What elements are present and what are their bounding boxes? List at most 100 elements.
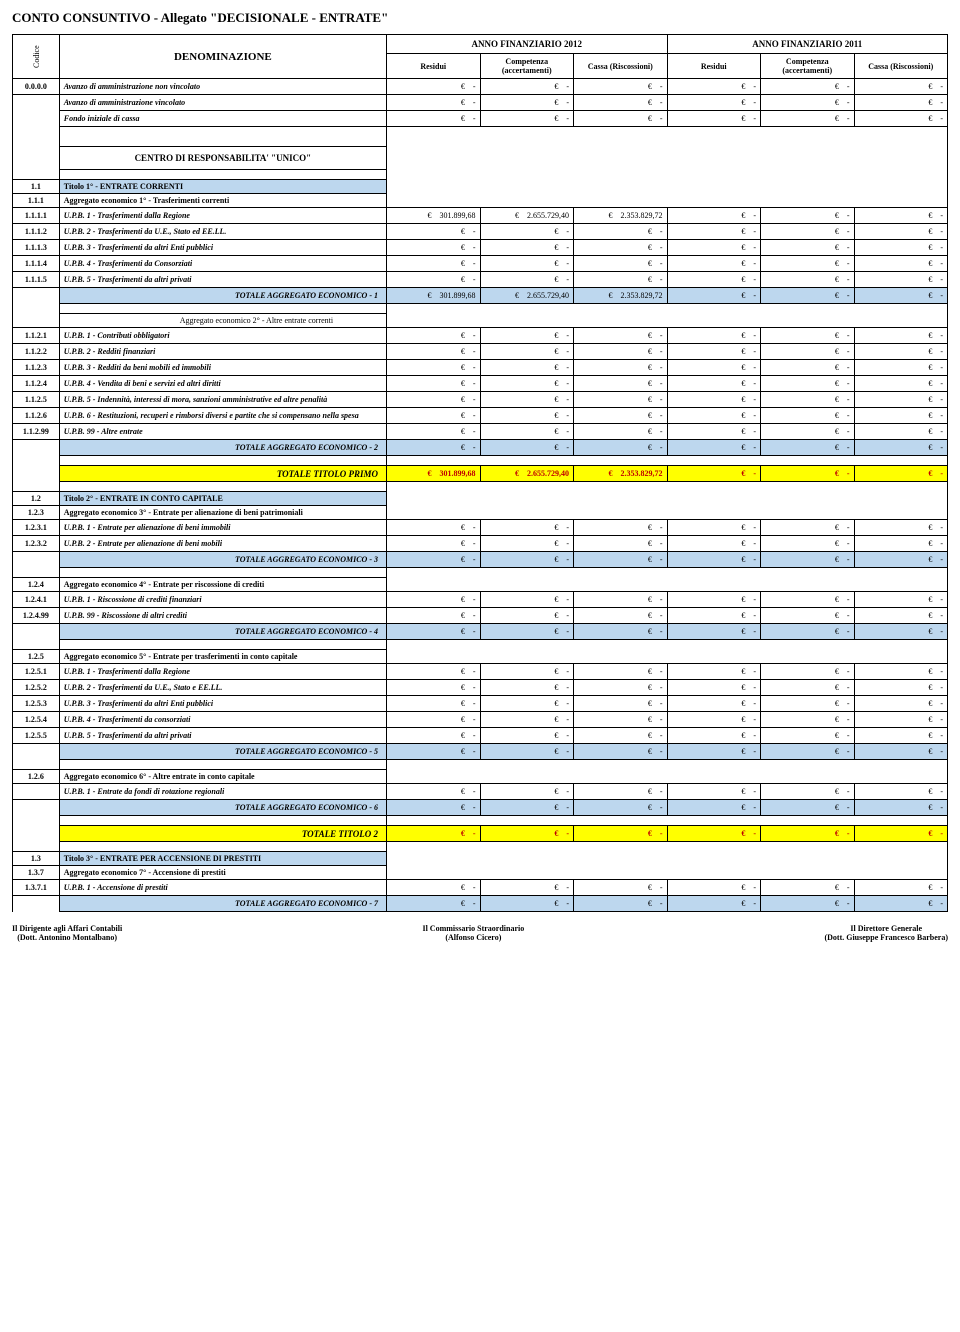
- total-label: TOTALE AGGREGATO ECONOMICO - 6: [59, 800, 386, 816]
- value-cell: € -: [854, 360, 948, 376]
- col-residui-2012: Residui: [387, 54, 481, 79]
- value-cell: € -: [667, 224, 761, 240]
- row-code: 1.1.2.99: [13, 424, 60, 440]
- value-cell: € -: [761, 664, 855, 680]
- value-cell: € -: [667, 608, 761, 624]
- value-cell: € -: [854, 896, 948, 912]
- value-cell: € -: [387, 360, 481, 376]
- value-cell: € -: [480, 826, 574, 842]
- value-cell: € -: [854, 344, 948, 360]
- value-cell: € -: [480, 536, 574, 552]
- value-cell: € -: [854, 664, 948, 680]
- value-cell: € -: [387, 552, 481, 568]
- value-cell: € -: [761, 408, 855, 424]
- row-label: U.P.B. 3 - Trasferimenti da altri Enti p…: [59, 240, 386, 256]
- value-cell: € -: [761, 288, 855, 304]
- value-cell: € -: [480, 728, 574, 744]
- value-cell: € -: [761, 440, 855, 456]
- value-cell: € -: [667, 696, 761, 712]
- value-cell: € -: [667, 896, 761, 912]
- footer-left: Il Dirigente agli Affari Contabili (Dott…: [12, 924, 122, 942]
- section-code: 1.2: [13, 492, 60, 506]
- row-code: 1.1.2.4: [13, 376, 60, 392]
- value-cell: € -: [667, 552, 761, 568]
- row-label: U.P.B. 99 - Altre entrate: [59, 424, 386, 440]
- value-cell: € -: [854, 744, 948, 760]
- agg-code: 1.1.1: [13, 194, 60, 208]
- col-cassa-2011: Cassa (Riscossioni): [854, 54, 948, 79]
- value-cell: € -: [854, 95, 948, 111]
- value-cell: € -: [667, 536, 761, 552]
- value-cell: € -: [761, 111, 855, 127]
- value-cell: € -: [761, 592, 855, 608]
- value-cell: € -: [387, 712, 481, 728]
- value-cell: € -: [761, 95, 855, 111]
- value-cell: € -: [667, 664, 761, 680]
- footer-right: Il Direttore Generale (Dott. Giuseppe Fr…: [824, 924, 948, 942]
- value-cell: € -: [574, 408, 668, 424]
- value-cell: € -: [761, 744, 855, 760]
- section-title: Titolo 2° - ENTRATE IN CONTO CAPITALE: [59, 492, 386, 506]
- total-label: TOTALE AGGREGATO ECONOMICO - 1: [59, 288, 386, 304]
- value-cell: € -: [667, 800, 761, 816]
- value-cell: € -: [387, 592, 481, 608]
- value-cell: € -: [574, 624, 668, 640]
- total-label: TOTALE AGGREGATO ECONOMICO - 3: [59, 552, 386, 568]
- value-cell: € -: [574, 440, 668, 456]
- value-cell: € -: [574, 256, 668, 272]
- value-cell: € -: [854, 552, 948, 568]
- agg-code: 1.2.3: [13, 506, 60, 520]
- value-cell: € -: [574, 712, 668, 728]
- row-label: U.P.B. 4 - Trasferimenti da consorziati: [59, 712, 386, 728]
- col-residui-2011: Residui: [667, 54, 761, 79]
- value-cell: € -: [667, 256, 761, 272]
- value-cell: € -: [761, 344, 855, 360]
- value-cell: € -: [761, 826, 855, 842]
- value-cell: € -: [574, 392, 668, 408]
- footer-mid-title: Il Commissario Straordinario: [422, 924, 524, 933]
- value-cell: € -: [480, 520, 574, 536]
- footer-right-title: Il Direttore Generale: [824, 924, 948, 933]
- row-code: 1.1.2.5: [13, 392, 60, 408]
- value-cell: € -: [480, 256, 574, 272]
- value-cell: € -: [667, 520, 761, 536]
- footer-left-title: Il Dirigente agli Affari Contabili: [12, 924, 122, 933]
- value-cell: € 301.899,68: [387, 208, 481, 224]
- value-cell: € -: [854, 608, 948, 624]
- row-code: 1.1.1.3: [13, 240, 60, 256]
- value-cell: € -: [761, 680, 855, 696]
- row-code: 1.1.1.2: [13, 224, 60, 240]
- value-cell: € -: [761, 880, 855, 896]
- value-cell: € -: [667, 95, 761, 111]
- value-cell: € -: [574, 328, 668, 344]
- value-cell: € -: [667, 240, 761, 256]
- value-cell: € -: [854, 272, 948, 288]
- value-cell: € -: [480, 896, 574, 912]
- value-cell: € -: [480, 95, 574, 111]
- value-cell: € -: [480, 360, 574, 376]
- value-cell: € -: [574, 728, 668, 744]
- row-label: U.P.B. 4 - Vendita di beni e servizi ed …: [59, 376, 386, 392]
- value-cell: € -: [667, 424, 761, 440]
- footer-mid: Il Commissario Straordinario (Alfonso Ci…: [422, 924, 524, 942]
- value-cell: € -: [854, 408, 948, 424]
- row-code: 1.2.4.99: [13, 608, 60, 624]
- value-cell: € -: [667, 680, 761, 696]
- value-cell: € -: [761, 208, 855, 224]
- value-cell: € -: [480, 880, 574, 896]
- value-cell: € -: [667, 466, 761, 482]
- value-cell: € -: [480, 408, 574, 424]
- value-cell: € -: [761, 624, 855, 640]
- section-title: Titolo 3° - ENTRATE PER ACCENSIONE DI PR…: [59, 852, 386, 866]
- col-cassa-2012: Cassa (Riscossioni): [574, 54, 668, 79]
- value-cell: € -: [480, 552, 574, 568]
- value-cell: € -: [480, 328, 574, 344]
- total-label: TOTALE AGGREGATO ECONOMICO - 4: [59, 624, 386, 640]
- value-cell: € -: [574, 520, 668, 536]
- agg-title: Aggregato economico 3° - Entrate per ali…: [59, 506, 386, 520]
- total-label: TOTALE AGGREGATO ECONOMICO - 7: [59, 896, 386, 912]
- value-cell: € -: [387, 256, 481, 272]
- row-code: 1.2.5.3: [13, 696, 60, 712]
- value-cell: € -: [480, 608, 574, 624]
- value-cell: € -: [387, 79, 481, 95]
